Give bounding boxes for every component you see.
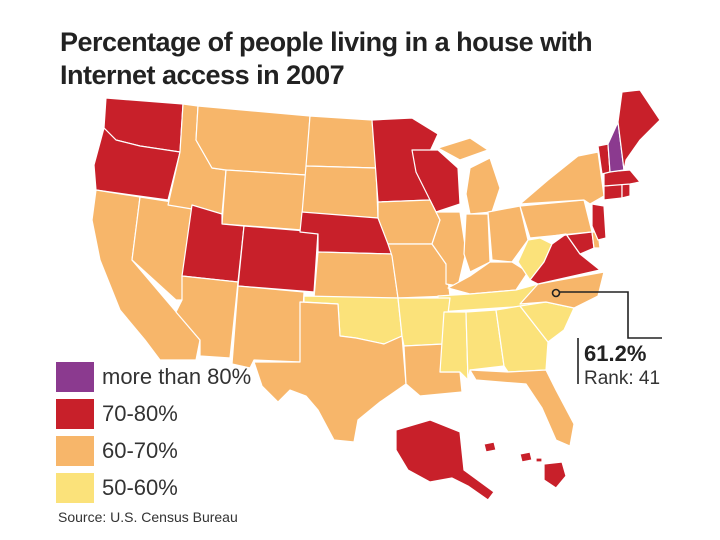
state-SD [301, 165, 379, 219]
state-CO [237, 225, 319, 293]
title-line-1: Percentage of people living in a house w… [60, 27, 593, 57]
state-NM [231, 285, 305, 369]
source-note: Source: U.S. Census Bureau [58, 509, 238, 525]
title-line-2: Internet access in 2007 [60, 60, 345, 90]
callout-leader [551, 288, 662, 384]
state-ND [305, 115, 377, 169]
state-MS [439, 311, 469, 381]
legend-item: more than 80% [56, 360, 251, 393]
state-NY [519, 151, 605, 205]
legend-label: 50-60% [102, 474, 178, 500]
state-MT [195, 105, 311, 176]
state-AL [465, 309, 505, 381]
map-title: Percentage of people living in a house w… [60, 26, 700, 92]
legend-label: 60-70% [102, 437, 178, 463]
state-NJ [591, 203, 607, 241]
state-KS [313, 251, 399, 299]
state-ME [617, 89, 661, 171]
legend-item: 50-60% [56, 471, 251, 504]
state-MD [539, 231, 595, 255]
state-MA [603, 169, 641, 187]
legend-swatch [56, 472, 94, 503]
map-legend: more than 80% 70-80% 60-70% 50-60% [56, 360, 251, 508]
callout-marker [551, 288, 561, 298]
callout-line [560, 291, 662, 339]
legend-label: 70-80% [102, 400, 178, 426]
callout-value: 61.2% [584, 341, 647, 366]
state-RI [621, 183, 631, 199]
legend-item: 60-70% [56, 434, 251, 467]
legend-swatch [56, 435, 94, 466]
state-IL [431, 211, 467, 287]
state-WY [221, 169, 307, 231]
state-TX [253, 301, 407, 443]
legend-swatch [56, 361, 94, 392]
legend-item: 70-80% [56, 397, 251, 430]
legend-label: more than 80% [102, 363, 252, 389]
state-FL [469, 369, 575, 447]
state-AK [395, 419, 495, 501]
state-IA [377, 199, 441, 245]
state-IN [463, 213, 491, 273]
callout-rank: Rank: 41 [584, 368, 661, 389]
legend-swatch [56, 398, 94, 429]
state-OH [487, 205, 529, 263]
state-HI [483, 441, 567, 489]
state-PA [519, 199, 593, 239]
state-WI [411, 149, 461, 213]
state-AZ [175, 275, 239, 359]
state-CT [603, 183, 623, 201]
